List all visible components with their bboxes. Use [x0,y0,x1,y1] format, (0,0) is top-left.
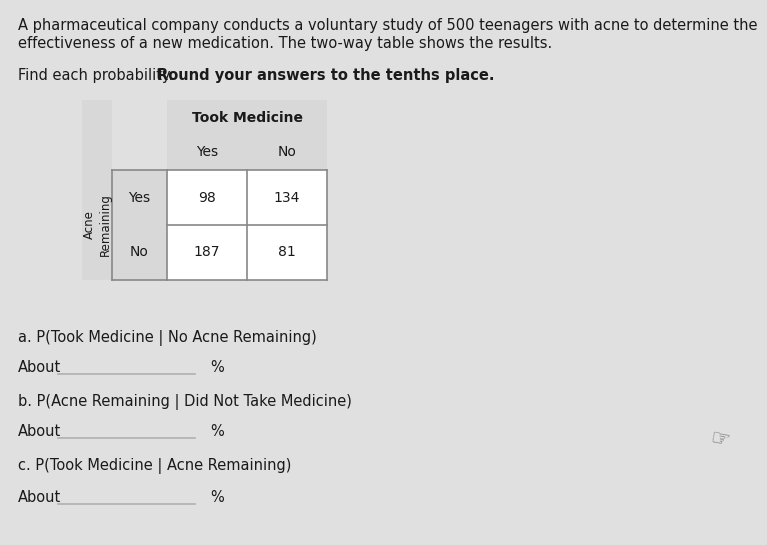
Text: c. P(Took Medicine | Acne Remaining): c. P(Took Medicine | Acne Remaining) [18,458,291,474]
Text: b. P(Acne Remaining | Did Not Take Medicine): b. P(Acne Remaining | Did Not Take Medic… [18,394,352,410]
Text: About: About [18,360,61,375]
Text: About: About [18,424,61,439]
Text: %: % [210,424,224,439]
Text: 134: 134 [274,191,300,204]
Text: About: About [18,490,61,505]
Text: 81: 81 [278,245,296,259]
Text: Find each probability.: Find each probability. [18,68,178,83]
Text: No: No [130,245,149,259]
Text: 187: 187 [194,245,220,259]
Text: Round your answers to the tenths place.: Round your answers to the tenths place. [157,68,495,83]
Text: A pharmaceutical company conducts a voluntary study of 500 teenagers with acne t: A pharmaceutical company conducts a volu… [18,18,758,33]
Bar [112,170,167,280]
Bar [82,100,112,280]
Text: %: % [210,360,224,375]
Bar [167,100,327,225]
Bar [167,170,327,280]
Text: a. P(Took Medicine | No Acne Remaining): a. P(Took Medicine | No Acne Remaining) [18,330,317,346]
Text: ☞: ☞ [709,428,732,452]
Text: Acne
Remaining: Acne Remaining [83,193,111,257]
Text: effectiveness of a new medication. The two-way table shows the results.: effectiveness of a new medication. The t… [18,36,552,51]
Text: Yes: Yes [196,146,218,160]
Text: Took Medicine: Took Medicine [192,111,302,124]
Text: No: No [278,146,296,160]
Text: Yes: Yes [128,191,150,204]
Text: 98: 98 [198,191,216,204]
Text: %: % [210,490,224,505]
